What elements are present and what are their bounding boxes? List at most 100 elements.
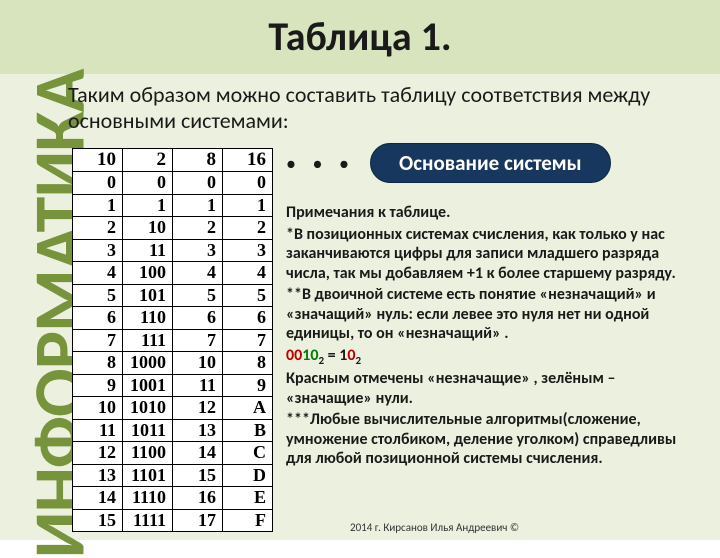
- table-cell: 8: [73, 352, 123, 375]
- table-cell: 4: [73, 262, 123, 285]
- table-cell: 0: [123, 172, 173, 195]
- notes-block: Примечания к таблице. *В позиционных сис…: [286, 203, 702, 471]
- notes-p2: **В двоичной системе есть понятие «незна…: [286, 285, 702, 344]
- table-row: 410044: [73, 262, 273, 285]
- table-cell: 0: [73, 172, 123, 195]
- table-cell: 1011: [123, 419, 173, 442]
- copyright-label: 2014 г. Кирсанов Илья Андреевич ©: [350, 521, 519, 534]
- table-cell: 12: [173, 397, 223, 420]
- table-cell: 13: [73, 464, 123, 487]
- intro-paragraph: Таким образом можно составить таблицу со…: [68, 82, 700, 135]
- table-cell: 1: [173, 194, 223, 217]
- table-cell: 12: [73, 442, 123, 465]
- table-cell: 5: [73, 284, 123, 307]
- table-cell: 111: [123, 329, 173, 352]
- table-row: 10101012A: [73, 397, 273, 420]
- table-cell: 0: [173, 172, 223, 195]
- table-cell: 16: [173, 487, 223, 510]
- table-cell: 10: [173, 352, 223, 375]
- table-row: 21022: [73, 217, 273, 240]
- table-cell: 11: [123, 239, 173, 262]
- table-cell: 1: [123, 194, 173, 217]
- table-row: 11101113B: [73, 419, 273, 442]
- table-cell: 15: [173, 464, 223, 487]
- table-cell: 11: [173, 374, 223, 397]
- table-row: 31133: [73, 239, 273, 262]
- conversion-table: 10 2 8 16 000011112102231133410044510155…: [72, 148, 273, 532]
- table-cell: 1110: [123, 487, 173, 510]
- table-cell: 3: [223, 239, 273, 262]
- table-row: 0000: [73, 172, 273, 195]
- table-cell: E: [223, 487, 273, 510]
- table-cell: 11: [73, 419, 123, 442]
- table-cell: 5: [173, 284, 223, 307]
- table-header: 8: [173, 149, 223, 172]
- table-cell: 1001: [123, 374, 173, 397]
- page-title: Таблица 1.: [0, 12, 720, 61]
- table-cell: 17: [173, 509, 223, 532]
- table-cell: 9: [73, 374, 123, 397]
- table-cell: C: [223, 442, 273, 465]
- example-sub2: 2: [355, 354, 361, 367]
- table-cell: B: [223, 419, 273, 442]
- example-red1: 00: [286, 346, 302, 365]
- table-cell: 110: [123, 307, 173, 330]
- example-green: 10: [302, 346, 318, 365]
- table-row: 611066: [73, 307, 273, 330]
- table-cell: 2: [73, 217, 123, 240]
- notes-p3: Красным отмечены «незначащие» , зелёным …: [286, 369, 702, 408]
- table-header: 2: [123, 149, 173, 172]
- table-cell: 100: [123, 262, 173, 285]
- table-cell: 14: [173, 442, 223, 465]
- table-row: 13110115D: [73, 464, 273, 487]
- table-cell: 1101: [123, 464, 173, 487]
- table-cell: 7: [173, 329, 223, 352]
- table-cell: 13: [173, 419, 223, 442]
- table-cell: 1: [73, 194, 123, 217]
- table-row: 711177: [73, 329, 273, 352]
- table-cell: 1: [223, 194, 273, 217]
- table-cell: 2: [173, 217, 223, 240]
- table-cell: F: [223, 509, 273, 532]
- table-cell: 15: [73, 509, 123, 532]
- table-header: 16: [223, 149, 273, 172]
- table-cell: 5: [223, 284, 273, 307]
- table-cell: 3: [73, 239, 123, 262]
- table-row: 14111016E: [73, 487, 273, 510]
- table-cell: 9: [223, 374, 273, 397]
- table-row: 1111: [73, 194, 273, 217]
- table-row: 81000108: [73, 352, 273, 375]
- table-cell: 3: [173, 239, 223, 262]
- table-cell: A: [223, 397, 273, 420]
- table-cell: 10: [123, 217, 173, 240]
- callout-dots-icon: • • •: [286, 152, 355, 176]
- table-row: 510155: [73, 284, 273, 307]
- table-cell: 6: [73, 307, 123, 330]
- table-cell: 7: [223, 329, 273, 352]
- table-cell: 10: [73, 397, 123, 420]
- table-cell: 7: [73, 329, 123, 352]
- notes-heading: Примечания к таблице.: [286, 203, 702, 223]
- notes-p4: ***Любые вычислительные алгоритмы(сложен…: [286, 410, 702, 469]
- notes-p1: *В позиционных системах счисления, как т…: [286, 225, 702, 284]
- callout-bubble: Основание системы: [370, 143, 611, 183]
- table-cell: 101: [123, 284, 173, 307]
- table-cell: 1010: [123, 397, 173, 420]
- notes-example: 00102 = 102: [286, 346, 702, 368]
- table-cell: 4: [223, 262, 273, 285]
- table-cell: 0: [223, 172, 273, 195]
- table-header: 10: [73, 149, 123, 172]
- table-cell: 6: [173, 307, 223, 330]
- table-row: 91001119: [73, 374, 273, 397]
- table-cell: 14: [73, 487, 123, 510]
- table-cell: 2: [223, 217, 273, 240]
- table-header-row: 10 2 8 16: [73, 149, 273, 172]
- table-cell: 4: [173, 262, 223, 285]
- example-eq: = 1: [324, 346, 347, 365]
- table-cell: 6: [223, 307, 273, 330]
- table-cell: 1100: [123, 442, 173, 465]
- table-row: 12110014C: [73, 442, 273, 465]
- table-cell: 8: [223, 352, 273, 375]
- table-cell: D: [223, 464, 273, 487]
- table-cell: 1111: [123, 509, 173, 532]
